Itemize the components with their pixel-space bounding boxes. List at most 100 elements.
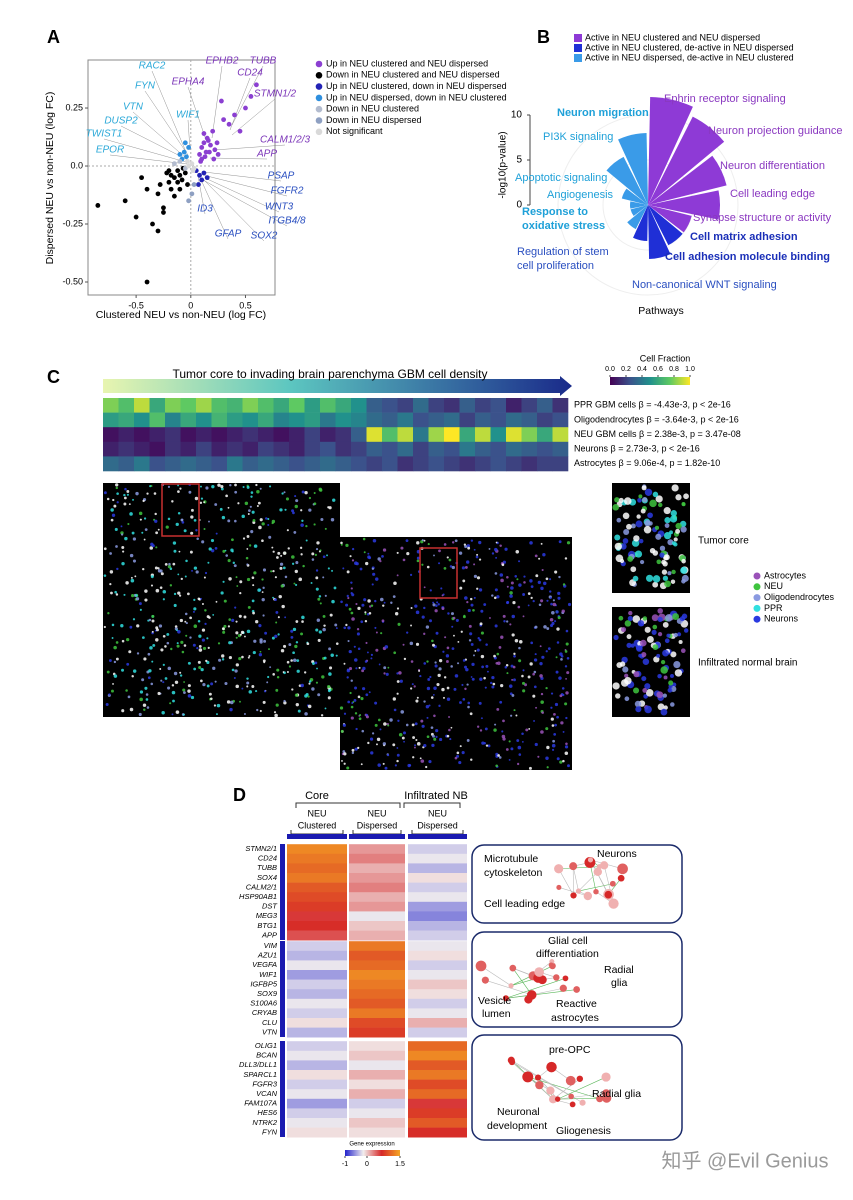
cell-dot (457, 641, 459, 643)
cell-dot (330, 654, 333, 657)
cell-dot (351, 702, 353, 704)
cell-dot (246, 557, 249, 560)
cell-dot (642, 497, 647, 502)
cell-dot (139, 512, 143, 516)
cell-dot (152, 644, 155, 647)
cell-dot (383, 672, 385, 674)
cell-dot (511, 694, 514, 697)
cell-dot (664, 507, 671, 514)
cell-dot (532, 695, 535, 698)
heat-cell (287, 911, 347, 921)
cell-dot (173, 541, 176, 544)
cell-dot (179, 594, 181, 596)
cell-dot (461, 684, 463, 686)
cell-dot (671, 580, 675, 584)
watermark: 知乎 @Evil Genius (661, 1149, 828, 1172)
cell-dot (499, 545, 501, 547)
cell-dot (438, 674, 441, 677)
heat-cell (243, 456, 259, 471)
gene-label: SOX2 (251, 231, 278, 242)
cell-dot (562, 609, 565, 612)
cell-dot (373, 539, 377, 543)
cell-dot (246, 548, 248, 550)
cell-dot (522, 593, 525, 596)
cell-dot (146, 492, 148, 494)
heat-cell (287, 1041, 347, 1051)
cell-dot (137, 652, 139, 654)
cell-dot (559, 694, 562, 697)
cell-dot (423, 744, 426, 747)
cell-dot (673, 661, 680, 668)
cell-dot (393, 581, 397, 585)
cell-dot (374, 702, 377, 705)
cell-dot (208, 521, 210, 523)
cell-dot (331, 600, 335, 604)
cell-dot (172, 691, 176, 695)
cell-dot (562, 760, 565, 763)
cell-dot (462, 698, 465, 701)
cell-dot (447, 556, 449, 558)
cell-dot (664, 554, 670, 560)
cell-dot (535, 555, 538, 558)
cell-dot (457, 752, 460, 755)
point (202, 171, 207, 176)
heat-cell (506, 456, 522, 471)
cell-dot (652, 614, 659, 621)
heat-cell (165, 442, 181, 457)
cell-dot (513, 666, 516, 669)
heat-cell (320, 427, 336, 442)
heat-cell (287, 863, 347, 873)
heat-cell (349, 902, 405, 912)
cell-dot (157, 692, 160, 695)
heat-cell (119, 413, 135, 428)
heat-cell (444, 398, 460, 413)
cell-dot (168, 565, 171, 568)
cell-dot (671, 510, 677, 516)
cell-dot (267, 518, 269, 520)
point (161, 210, 166, 215)
heat-cell (181, 427, 197, 442)
gene-label: EPOR (96, 145, 124, 156)
tissue-image (340, 537, 572, 770)
cell-dot (352, 559, 354, 561)
gene-label: VCAN (256, 1089, 277, 1098)
cell-dot (506, 576, 509, 579)
cell-dot (523, 581, 526, 584)
cell-dot (262, 587, 264, 589)
cell-dot (537, 756, 539, 758)
cell-dot (367, 742, 369, 744)
network-node (508, 983, 513, 988)
cell-dot (387, 724, 389, 726)
cell-dot (258, 624, 261, 627)
cell-dot (451, 626, 453, 628)
cell-dot (528, 605, 530, 607)
cell-dot (174, 672, 177, 675)
heat-cell (320, 442, 336, 457)
cell-dot (268, 648, 270, 650)
cell-dot (400, 680, 403, 683)
cell-dot (347, 701, 350, 704)
cell-dot (222, 550, 225, 553)
cell-dot (511, 679, 513, 681)
cell-dot (557, 597, 560, 600)
cell-dot (518, 746, 522, 750)
cell-dot (194, 624, 198, 628)
cell-dot (560, 658, 563, 661)
cell-dot (351, 617, 355, 621)
heat-cell (134, 442, 150, 457)
cell-dot (273, 551, 275, 553)
cell-dot (512, 601, 515, 604)
cell-dot (438, 705, 440, 707)
heat-cell (227, 456, 243, 471)
heat-cell (287, 1089, 347, 1099)
cell-dot (672, 484, 679, 491)
cell-dot (549, 578, 551, 580)
cell-dot (410, 625, 412, 627)
cell-dot (241, 688, 243, 690)
cell-dot (479, 639, 482, 642)
cell-dot (406, 552, 409, 555)
cell-dot (270, 570, 272, 572)
network-node (546, 1062, 556, 1072)
y-tick-label: 0.25 (65, 102, 83, 112)
heat-cell (475, 442, 491, 457)
